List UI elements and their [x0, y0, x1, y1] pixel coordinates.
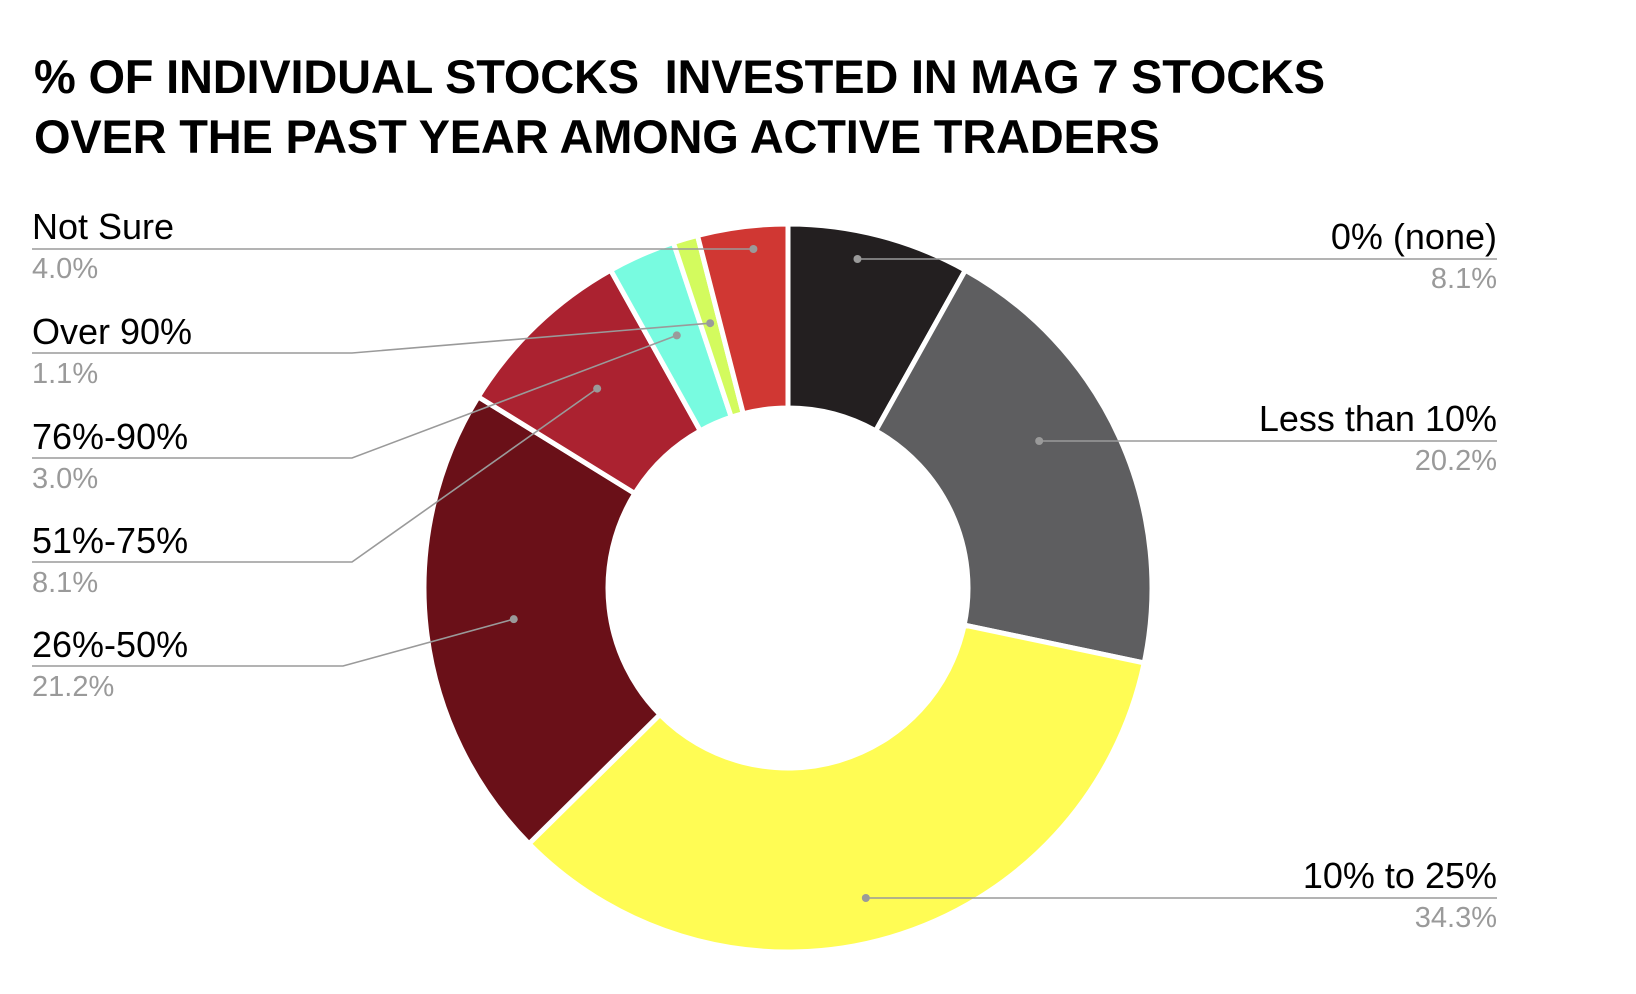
label-0-none: 0% (none) 8.1%	[1331, 217, 1497, 297]
donut-slice-26-50	[421, 393, 664, 848]
label-name: 0% (none)	[1330, 216, 1497, 257]
label-percent: 8.1%	[32, 567, 99, 599]
label-percent: 4.0%	[32, 253, 99, 285]
leader-dot	[509, 615, 518, 624]
donut-slice-10-to-25	[525, 622, 1148, 955]
label-name: 76%-90%	[32, 416, 189, 457]
label-percent: 3.0%	[32, 463, 99, 495]
leader-lines	[32, 245, 1497, 902]
leader-dot	[749, 245, 758, 253]
leader-dot	[1035, 437, 1044, 445]
label-less-than-10: Less than 10% 20.2%	[1259, 399, 1497, 479]
label-name: 26%-50%	[32, 624, 189, 665]
label-percent: 20.2%	[1414, 445, 1497, 477]
label-51-75: 51%-75% 8.1%	[32, 521, 188, 601]
leader-dot	[706, 319, 715, 328]
leader-dot	[853, 255, 862, 263]
label-not-sure: Not Sure 4.0%	[32, 207, 174, 287]
label-name: Not Sure	[32, 206, 175, 247]
leader-line	[32, 387, 598, 563]
label-percent: 21.2%	[32, 671, 115, 703]
label-percent: 8.1%	[1430, 263, 1497, 295]
leader-line	[32, 618, 514, 667]
label-10-to-25: 10% to 25% 34.3%	[1303, 856, 1497, 936]
leader-dot	[593, 384, 602, 393]
leader-line	[32, 334, 678, 459]
label-percent: 34.3%	[1414, 902, 1497, 934]
label-26-50: 26%-50% 21.2%	[32, 625, 188, 705]
label-name: 10% to 25%	[1302, 855, 1497, 896]
label-over-90: Over 90% 1.1%	[32, 312, 192, 392]
label-name: Less than 10%	[1258, 398, 1497, 439]
donut-slice-not-sure	[694, 221, 791, 417]
chart-title-line-2: OVER THE PAST YEAR AMONG ACTIVE TRADERS	[34, 110, 1160, 163]
leader-dot	[672, 331, 681, 340]
label-name: Over 90%	[32, 311, 193, 352]
leader-line	[32, 322, 711, 354]
chart-title-line-1: % OF INDIVIDUAL STOCKS INVESTED IN MAG 7…	[34, 50, 1325, 103]
label-name: 51%-75%	[32, 520, 189, 561]
leader-dot	[861, 894, 870, 902]
label-76-90: 76%-90% 3.0%	[32, 417, 188, 497]
donut-slices	[421, 221, 1155, 955]
donut-slice-less-than-10	[872, 266, 1155, 666]
chart-title: % OF INDIVIDUAL STOCKS INVESTED IN MAG 7…	[34, 47, 1325, 167]
label-percent: 1.1%	[32, 358, 99, 390]
